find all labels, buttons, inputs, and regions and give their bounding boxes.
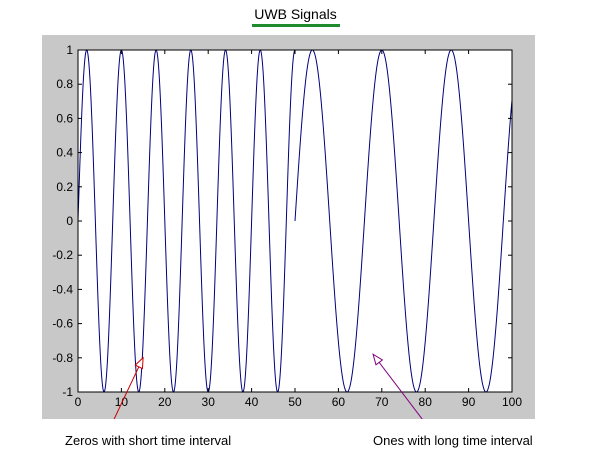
x-tick-label: 0 xyxy=(75,395,82,409)
x-tick-label: 90 xyxy=(462,395,476,409)
plot-svg: 0 10 20 30 40 50 60 70 80 90 100-1-0.8-0.6-0.4-0.2… xyxy=(52,43,522,419)
x-tick-label: 30 xyxy=(202,395,216,409)
y-tick-label: -0.4 xyxy=(52,282,73,296)
y-tick-label: -0.2 xyxy=(52,248,73,262)
y-tick-label: -1 xyxy=(62,385,73,399)
annotation-arrow-line xyxy=(113,357,144,419)
title-underline xyxy=(252,24,340,27)
x-tick-label: 40 xyxy=(245,395,259,409)
y-tick-label: 0.2 xyxy=(56,180,73,194)
series-line-segment-1 xyxy=(294,49,513,393)
annotation-zeros: Zeros with short time interval xyxy=(65,433,232,448)
y-tick-label: 1 xyxy=(66,43,73,57)
figure-background: 0 10 20 30 40 50 60 70 80 90 100 -1 -0.8 -0.6 -0.4 -0.2… xyxy=(42,35,535,419)
series-line-segment-0 xyxy=(77,49,296,393)
annotation-arrow-head xyxy=(372,353,384,366)
x-tick-label: 70 xyxy=(375,395,389,409)
x-tick-label: 80 xyxy=(419,395,433,409)
x-tick-label: 20 xyxy=(158,395,172,409)
annotation-arrow-head xyxy=(134,356,144,370)
y-tick-label: 0 xyxy=(66,214,73,228)
chart-title: UWB Signals xyxy=(254,6,337,22)
y-tick-label: 0.4 xyxy=(56,146,73,160)
y-tick-label: -0.6 xyxy=(52,317,73,331)
x-tick-label: 50 xyxy=(288,395,302,409)
annotation-ones: Ones with long time interval xyxy=(373,433,533,448)
y-tick-label: -0.8 xyxy=(52,351,73,365)
x-tick-label: 10 xyxy=(115,395,129,409)
x-tick-label: 100 xyxy=(502,395,522,409)
y-tick-label: 0.8 xyxy=(56,77,73,91)
annotation-arrow-line xyxy=(372,354,423,419)
y-tick-label: 0.6 xyxy=(56,111,73,125)
x-tick-label: 60 xyxy=(332,395,346,409)
